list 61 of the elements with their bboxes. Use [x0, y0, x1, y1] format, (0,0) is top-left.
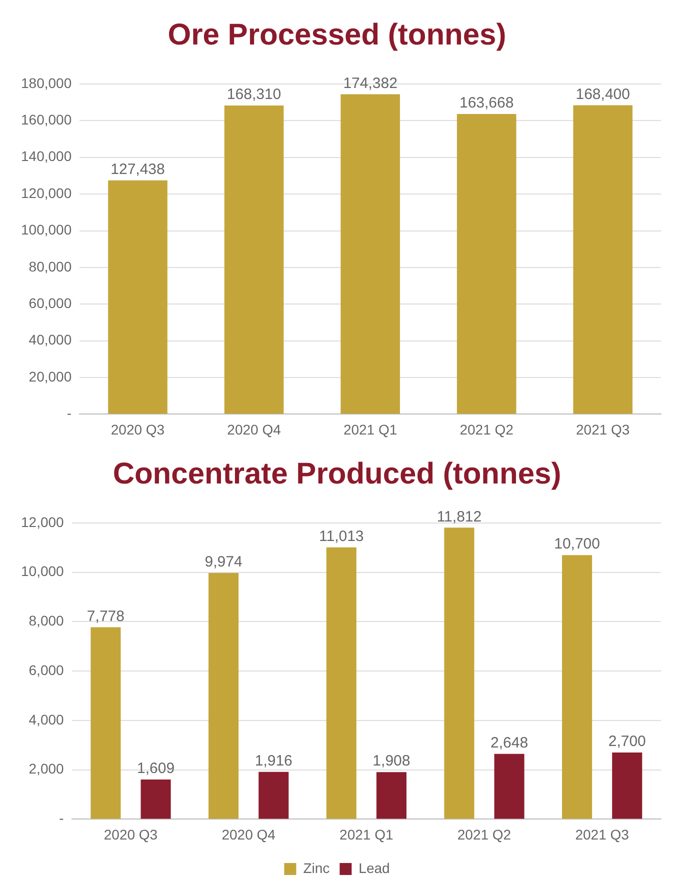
chart-title: Concentrate Produced (tonnes)	[112, 457, 562, 490]
data-label: 10,700	[554, 536, 600, 553]
y-tick-label: -	[59, 810, 64, 826]
data-label: 9,974	[204, 554, 242, 571]
data-label: 1,609	[137, 760, 175, 778]
bar	[140, 779, 171, 819]
data-label: 168,400	[576, 86, 630, 103]
data-label: 11,812	[436, 508, 482, 526]
bar	[562, 555, 592, 819]
data-label: 168,310	[226, 86, 282, 104]
data-label: 1,916	[254, 752, 292, 770]
x-tick-label: 2021 Q2	[457, 826, 512, 842]
bar	[326, 547, 356, 819]
y-tick-label: 120,000	[20, 184, 72, 201]
y-tick-label: -	[66, 405, 72, 422]
data-label: 2,648	[490, 734, 528, 752]
y-tick-label: 100,000	[20, 222, 72, 238]
y-tick-label: 6,000	[28, 662, 64, 678]
bar	[340, 94, 400, 414]
x-tick-label: 2020 Q4	[222, 826, 276, 842]
x-tick-label: 2021 Q2	[460, 421, 514, 438]
y-tick-label: 180,000	[20, 74, 72, 91]
bar	[612, 752, 642, 819]
bar	[494, 754, 524, 819]
y-tick-label: 140,000	[20, 148, 72, 164]
bar	[444, 528, 474, 819]
x-tick-label: 2021 Q3	[576, 421, 630, 438]
x-tick-label: 2021 Q3	[575, 826, 630, 842]
bar	[573, 105, 633, 414]
bar	[108, 180, 168, 414]
x-tick-label: 2021 Q1	[343, 421, 398, 438]
legend-label: Lead	[358, 860, 390, 876]
data-label: 174,382	[343, 74, 398, 92]
y-tick-label: 8,000	[28, 612, 64, 629]
x-tick-label: 2020 Q3	[104, 826, 158, 842]
data-label: 127,438	[110, 161, 165, 178]
chart-title: Ore Processed (tonnes)	[168, 18, 506, 52]
x-tick-label: 2020 Q4	[227, 421, 282, 438]
bar	[258, 772, 289, 819]
y-tick-label: 20,000	[28, 368, 72, 384]
y-tick-label: 60,000	[28, 294, 72, 311]
y-tick-label: 12,000	[20, 514, 64, 530]
y-tick-label: 4,000	[28, 711, 64, 728]
y-tick-label: 160,000	[20, 112, 72, 128]
legend-label: Zinc	[303, 860, 330, 876]
y-tick-label: 2,000	[28, 760, 64, 777]
data-label: 11,013	[318, 528, 364, 546]
bar	[90, 627, 121, 819]
y-tick-label: 80,000	[28, 258, 72, 274]
y-tick-label: 10,000	[20, 563, 64, 580]
data-label: 7,778	[86, 608, 124, 625]
data-label: 1,908	[372, 752, 410, 770]
bar	[376, 772, 406, 819]
x-tick-label: 2021 Q1	[340, 826, 394, 842]
bar	[224, 105, 284, 414]
bar	[208, 573, 239, 819]
data-label: 163,668	[459, 94, 514, 112]
x-tick-label: 2020 Q3	[110, 421, 165, 438]
bar	[456, 114, 516, 414]
data-label: 2,700	[608, 733, 646, 750]
y-tick-label: 40,000	[28, 332, 72, 348]
